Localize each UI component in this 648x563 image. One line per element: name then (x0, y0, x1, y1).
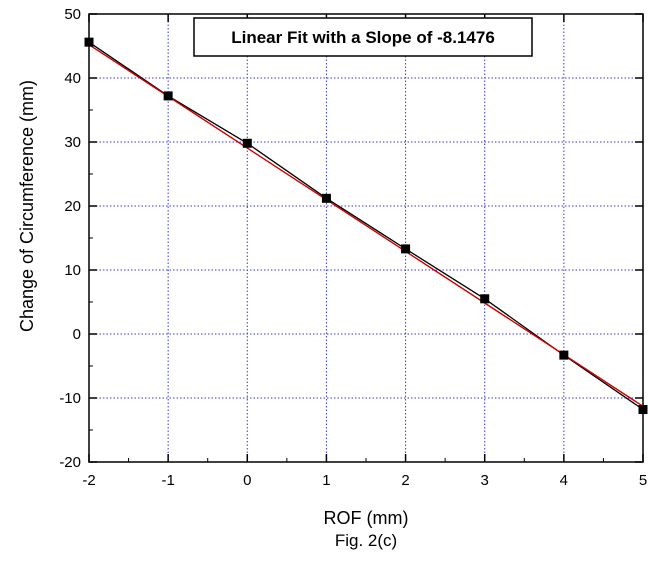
y-tick-label: -10 (59, 390, 81, 407)
x-tick-labels: -2 -1 0 1 2 3 4 5 (82, 472, 647, 489)
y-tick-labels: -20 -10 0 10 20 30 40 50 (59, 6, 81, 471)
y-tick-label: 0 (73, 326, 81, 343)
data-point-marker (480, 294, 490, 304)
data-point-marker (163, 91, 173, 101)
y-tick-label: 10 (64, 262, 81, 279)
data-point-marker (242, 138, 252, 148)
x-tick-label: 5 (639, 472, 647, 489)
x-tick-label: -1 (161, 472, 174, 489)
data-point-marker (84, 37, 94, 47)
series-group (84, 37, 648, 415)
data-point-marker (559, 350, 569, 360)
figure-caption: Fig. 2(c) (335, 531, 397, 550)
x-axis-title: ROF (mm) (324, 508, 409, 528)
annotation-box: Linear Fit with a Slope of -8.1476 (193, 17, 533, 57)
annotation-frame (193, 17, 533, 57)
plot-frame (88, 13, 644, 463)
y-tick-label: -20 (59, 454, 81, 471)
x-tick-label: 2 (401, 472, 409, 489)
data-point-marker (321, 193, 331, 203)
linear-fit-line (88, 44, 644, 407)
annotation-text: Linear Fit with a Slope of -8.1476 (231, 28, 495, 47)
data-point-marker (638, 405, 648, 415)
x-tick-label: -2 (82, 472, 95, 489)
grid-lines (89, 14, 643, 462)
x-tick-label: 1 (322, 472, 330, 489)
y-tick-label: 20 (64, 198, 81, 215)
y-axis-title: Change of Circumference (mm) (17, 80, 37, 332)
y-tick-label: 40 (64, 70, 81, 87)
data-point-marker (401, 244, 411, 254)
x-tick-label: 4 (560, 472, 568, 489)
y-tick-label: 50 (64, 6, 81, 23)
y-tick-label: 30 (64, 134, 81, 151)
axis-ticks (88, 13, 644, 463)
x-tick-label: 0 (243, 472, 251, 489)
x-tick-label: 3 (481, 472, 489, 489)
